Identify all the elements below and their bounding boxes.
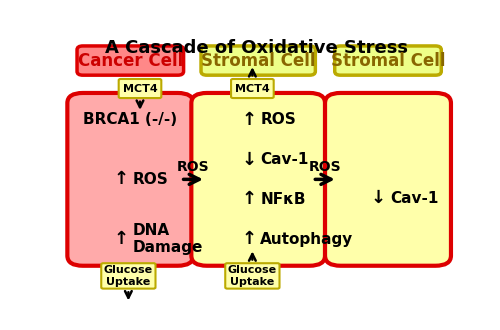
Text: Glucose
Uptake: Glucose Uptake bbox=[104, 265, 153, 287]
Text: ROS: ROS bbox=[177, 160, 210, 174]
FancyBboxPatch shape bbox=[101, 263, 156, 289]
Text: Glucose
Uptake: Glucose Uptake bbox=[228, 265, 277, 287]
FancyBboxPatch shape bbox=[201, 46, 316, 75]
Text: ↑: ↑ bbox=[241, 111, 256, 129]
Text: NFκB: NFκB bbox=[260, 192, 306, 207]
Text: MCT4: MCT4 bbox=[122, 83, 158, 93]
Text: MCT4: MCT4 bbox=[235, 83, 270, 93]
Text: ↑: ↑ bbox=[113, 170, 128, 188]
Text: ROS: ROS bbox=[260, 112, 296, 127]
FancyBboxPatch shape bbox=[77, 46, 184, 75]
Text: BRCA1 (-/-): BRCA1 (-/-) bbox=[83, 112, 178, 127]
FancyBboxPatch shape bbox=[334, 46, 442, 75]
FancyBboxPatch shape bbox=[118, 79, 162, 98]
Text: Cav-1: Cav-1 bbox=[390, 191, 438, 206]
FancyBboxPatch shape bbox=[325, 93, 451, 266]
Text: ↑: ↑ bbox=[113, 230, 128, 248]
Text: ↓: ↓ bbox=[241, 150, 256, 168]
Text: Stromal Cell: Stromal Cell bbox=[201, 51, 316, 70]
FancyBboxPatch shape bbox=[225, 263, 280, 289]
Text: Cav-1: Cav-1 bbox=[260, 152, 308, 167]
Text: Cancer Cell: Cancer Cell bbox=[78, 51, 183, 70]
Text: ↑: ↑ bbox=[241, 230, 256, 248]
Text: DNA
Damage: DNA Damage bbox=[132, 223, 202, 255]
FancyBboxPatch shape bbox=[68, 93, 194, 266]
Text: A Cascade of Oxidative Stress: A Cascade of Oxidative Stress bbox=[105, 40, 408, 57]
FancyBboxPatch shape bbox=[231, 79, 274, 98]
Text: ↑: ↑ bbox=[241, 190, 256, 208]
Text: Autophagy: Autophagy bbox=[260, 232, 354, 247]
Text: ROS: ROS bbox=[308, 160, 341, 174]
Text: ROS: ROS bbox=[132, 172, 168, 187]
Text: ↓: ↓ bbox=[371, 189, 386, 208]
FancyBboxPatch shape bbox=[192, 93, 325, 266]
Text: Stromal Cell: Stromal Cell bbox=[331, 51, 446, 70]
